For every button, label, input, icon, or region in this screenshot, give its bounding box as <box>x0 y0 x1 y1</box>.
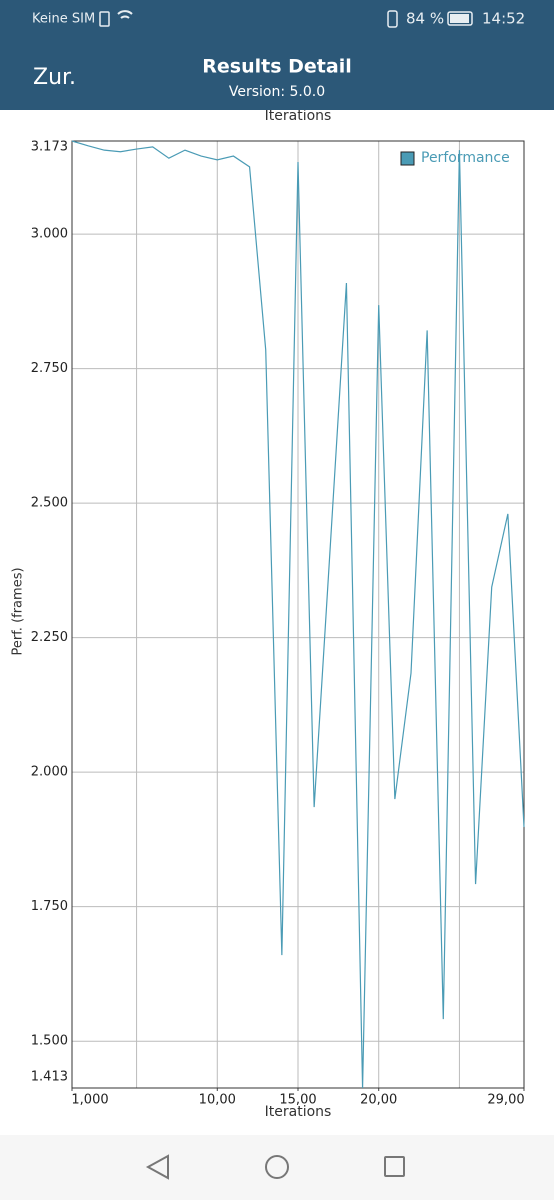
x-axis-label: Iterations <box>265 1104 332 1120</box>
y-tick-label: 2.250 <box>31 630 68 645</box>
y-tick-label: 1.413 <box>31 1070 68 1085</box>
header-title: Results Detail <box>202 56 351 78</box>
plot-frame <box>71 140 525 1089</box>
back-button[interactable]: Zur. <box>33 65 76 90</box>
x-tick-label: 15,00 <box>279 1093 316 1108</box>
sim-icon <box>99 11 110 27</box>
header-subtitle: Version: 5.0.0 <box>229 84 325 100</box>
x-tick-label: 1,000 <box>71 1093 108 1108</box>
x-tick-label: 20,00 <box>360 1093 397 1108</box>
y-tick-label: 2.000 <box>31 765 68 780</box>
battery-icon <box>447 11 473 26</box>
y-tick-label: 1.750 <box>31 899 68 914</box>
y-tick-label: 1.500 <box>31 1034 68 1049</box>
y-tick-label: 3.000 <box>31 227 68 242</box>
legend-swatch <box>400 151 415 166</box>
battery-percent: 84 % <box>406 10 444 28</box>
y-axis-label: Perf. (frames) <box>11 567 26 655</box>
header <box>0 38 554 110</box>
vibrate-icon <box>387 10 398 28</box>
y-tick-label: 2.500 <box>31 496 68 511</box>
carrier: Keine SIM <box>32 12 95 27</box>
nav-back[interactable] <box>145 1154 169 1180</box>
chart: 1.413 1.500 1.750 2.000 2.250 2.500 2.750 3.000… <box>11 140 525 1121</box>
x-tick-label: 29,00 <box>487 1093 524 1108</box>
battery-level <box>450 14 469 23</box>
nav-bar <box>0 1135 554 1200</box>
nav-recent[interactable] <box>384 1156 405 1177</box>
y-tick-label: 2.750 <box>31 361 68 376</box>
nav-home[interactable] <box>265 1155 289 1179</box>
line-series <box>71 140 525 1089</box>
legend-label: Performance <box>421 150 510 166</box>
x-tick-label: 10,00 <box>199 1093 236 1108</box>
content-bg <box>0 110 554 1135</box>
x2-axis-label: Iterations <box>265 108 332 124</box>
y-tick-label: 3.173 <box>31 140 68 155</box>
clock: 14:52 <box>482 10 525 28</box>
wifi-icon <box>117 10 133 19</box>
